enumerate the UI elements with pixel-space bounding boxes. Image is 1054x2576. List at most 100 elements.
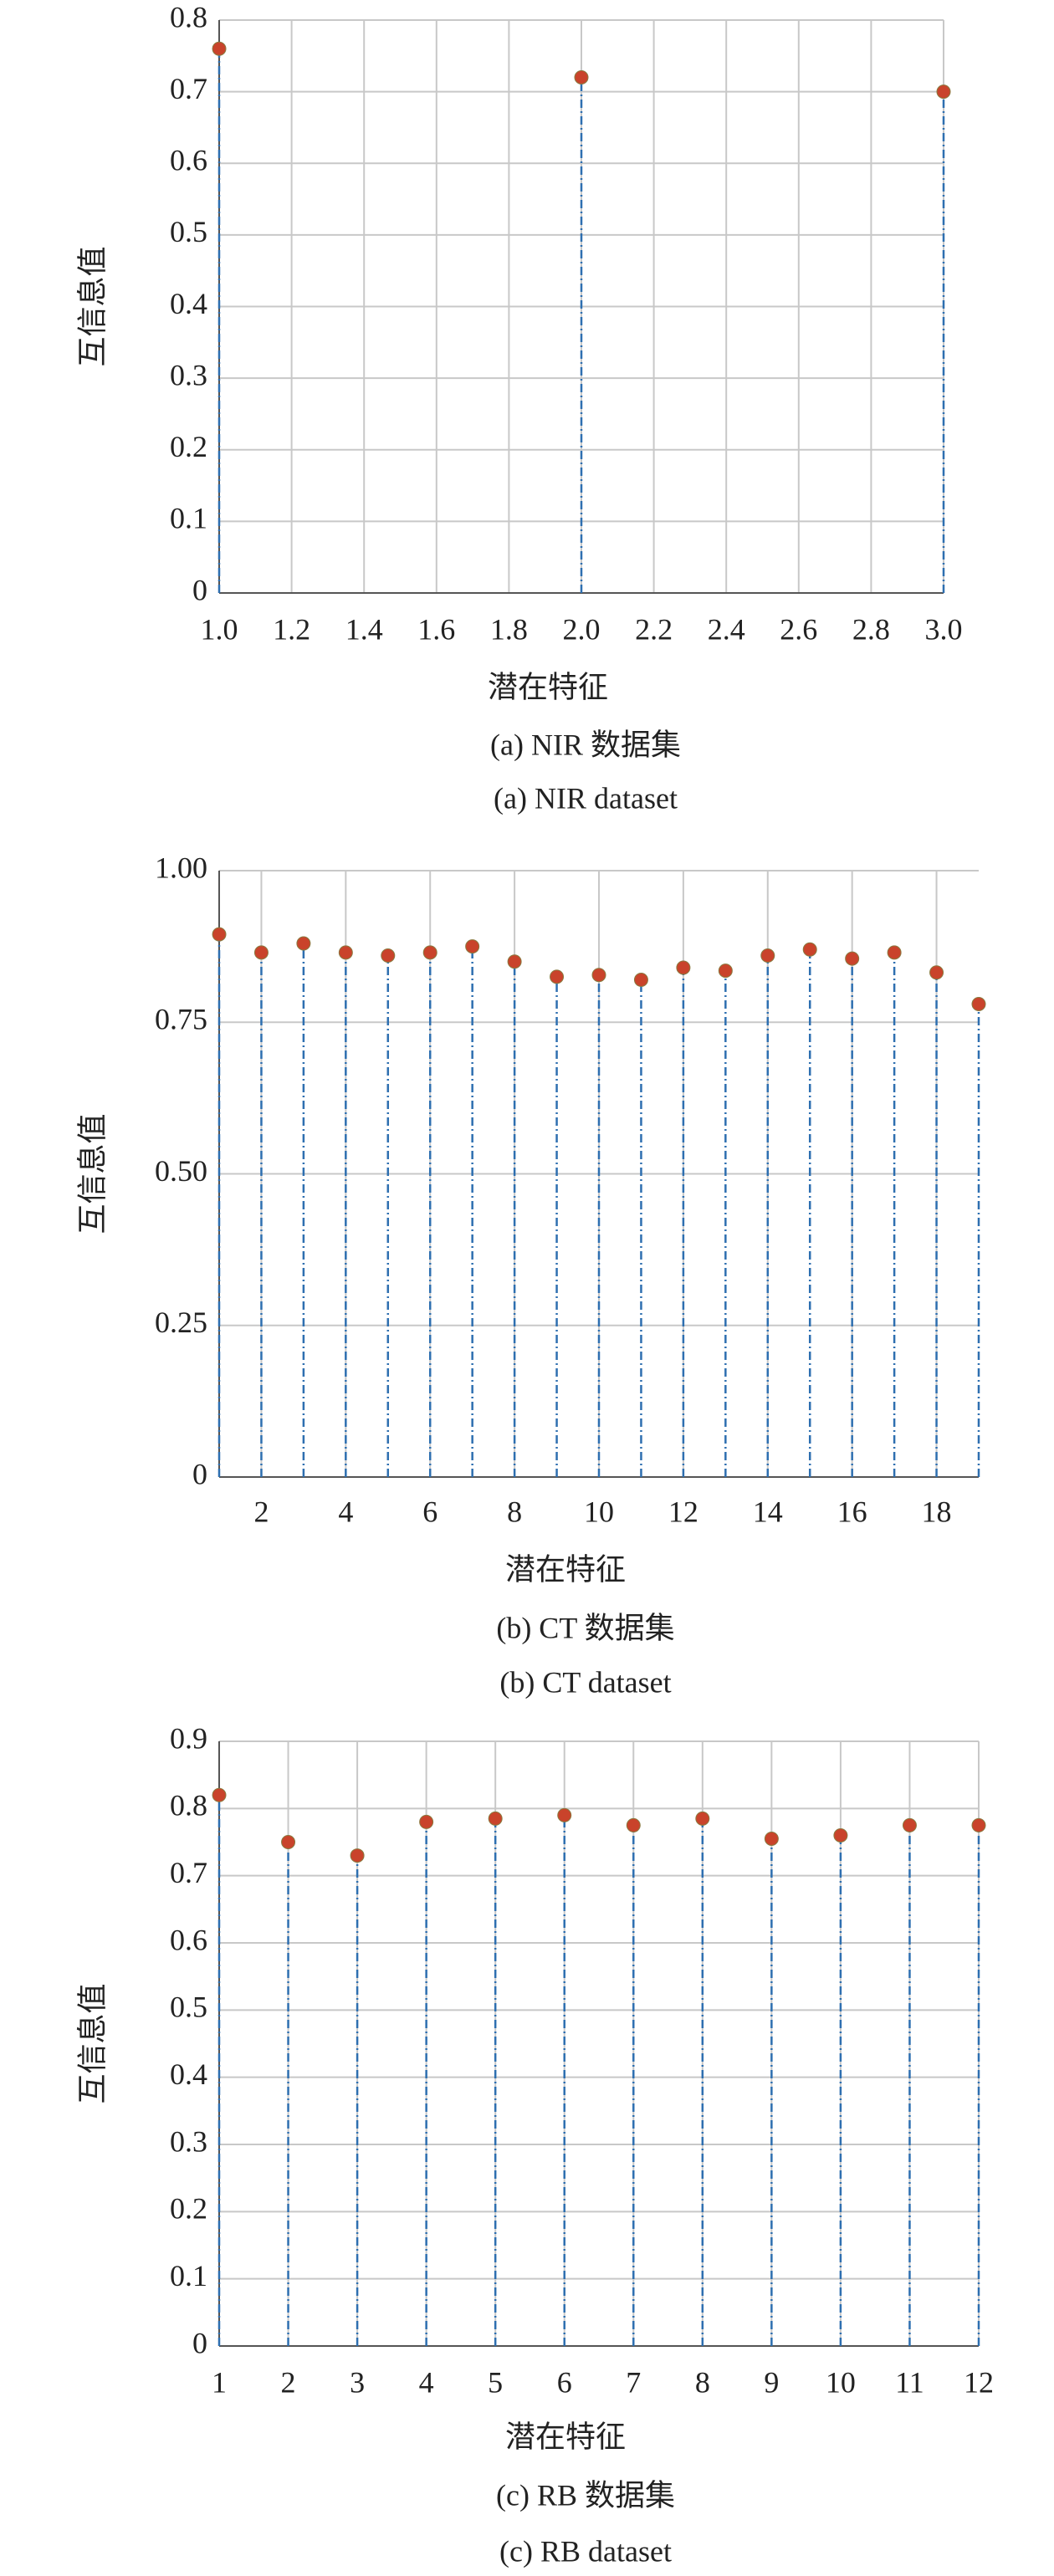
y-tick-label: 0.1 xyxy=(170,502,207,535)
y-tick-label: 0.2 xyxy=(170,2192,207,2226)
y-tick-label: 0.25 xyxy=(155,1306,207,1339)
y-tick-label: 0 xyxy=(192,573,207,606)
x-tick-label: 12 xyxy=(668,1495,698,1528)
point xyxy=(929,965,944,980)
x-tick-label: 4 xyxy=(338,1495,353,1528)
point xyxy=(718,963,733,979)
point xyxy=(845,951,860,966)
y-tick-label: 0.7 xyxy=(170,72,207,105)
x-tick-label: 9 xyxy=(764,2365,779,2399)
y-tick-label: 0.6 xyxy=(170,1923,207,1956)
point xyxy=(676,960,691,975)
y-tick-label: 0.75 xyxy=(155,1003,207,1036)
x-tick-label: 1.4 xyxy=(345,612,383,646)
point xyxy=(507,954,522,969)
x-axis-label: 潜在特征 xyxy=(488,670,608,703)
point xyxy=(212,927,227,942)
point xyxy=(760,948,775,963)
y-tick-label: 0.5 xyxy=(170,1991,207,2024)
y-tick-label: 0.8 xyxy=(170,0,207,33)
point xyxy=(626,1817,641,1832)
x-tick-label: 1.8 xyxy=(490,612,528,646)
point xyxy=(338,945,353,960)
x-axis-label: 潜在特征 xyxy=(505,1552,626,1586)
x-tick-label: 14 xyxy=(753,1495,783,1528)
point xyxy=(764,1831,779,1846)
x-axis-label: 潜在特征 xyxy=(505,2420,626,2453)
x-tick-label: 11 xyxy=(895,2365,924,2399)
point xyxy=(695,1811,710,1826)
x-tick-label: 7 xyxy=(626,2365,641,2399)
point xyxy=(419,1814,434,1829)
point xyxy=(574,70,589,84)
y-tick-label: 0.3 xyxy=(170,358,207,391)
y-tick-label: 0.6 xyxy=(170,144,207,177)
x-tick-label: 2 xyxy=(281,2365,296,2399)
point xyxy=(281,1835,296,1849)
caption: (a) NIR 数据集 xyxy=(490,728,681,761)
point xyxy=(550,969,565,984)
x-tick-label: 6 xyxy=(422,1495,437,1528)
point xyxy=(936,84,951,100)
point xyxy=(212,1787,227,1802)
x-tick-label: 4 xyxy=(419,2365,434,2399)
x-tick-label: 1.2 xyxy=(273,612,310,646)
caption: (a) NIR dataset xyxy=(494,781,678,815)
point xyxy=(902,1817,917,1832)
x-tick-label: 18 xyxy=(922,1495,952,1528)
point xyxy=(381,948,396,963)
y-tick-label: 0.7 xyxy=(170,1856,207,1889)
y-tick-label: 0.4 xyxy=(170,2057,207,2091)
point xyxy=(591,968,606,983)
y-axis-label: 互信息值 xyxy=(75,246,109,366)
point xyxy=(488,1811,503,1826)
point xyxy=(253,945,269,960)
x-tick-label: 10 xyxy=(826,2365,856,2399)
y-tick-label: 0.9 xyxy=(170,1721,207,1755)
y-tick-label: 0 xyxy=(192,1457,207,1490)
point xyxy=(422,945,437,960)
y-tick-label: 0.5 xyxy=(170,215,207,248)
x-tick-label: 2.8 xyxy=(852,612,890,646)
point xyxy=(465,939,480,954)
x-tick-label: 2.4 xyxy=(708,612,745,646)
x-tick-label: 3 xyxy=(350,2365,365,2399)
x-tick-label: 10 xyxy=(584,1495,614,1528)
caption: (b) CT 数据集 xyxy=(496,1611,674,1644)
x-tick-label: 8 xyxy=(695,2365,710,2399)
y-axis-label: 互信息值 xyxy=(75,1113,109,1234)
y-tick-label: 0.4 xyxy=(170,287,207,320)
y-tick-label: 0 xyxy=(192,2326,207,2359)
x-tick-label: 1.6 xyxy=(417,612,455,646)
y-tick-label: 0.8 xyxy=(170,1789,207,1822)
x-tick-label: 1.0 xyxy=(201,612,238,646)
x-tick-label: 2.2 xyxy=(635,612,673,646)
x-tick-label: 3.0 xyxy=(925,612,963,646)
point xyxy=(296,936,311,951)
y-axis-label: 互信息值 xyxy=(75,1983,109,2103)
x-tick-label: 1 xyxy=(212,2365,227,2399)
point xyxy=(887,945,902,960)
point xyxy=(212,41,227,56)
y-tick-label: 0.1 xyxy=(170,2259,207,2292)
point xyxy=(833,1827,848,1843)
y-tick-label: 0.50 xyxy=(155,1154,207,1188)
caption: (c) RB dataset xyxy=(499,2534,672,2568)
point xyxy=(633,973,648,987)
caption: (b) CT dataset xyxy=(499,1665,671,1699)
y-tick-label: 1.00 xyxy=(155,851,207,884)
point xyxy=(971,1817,986,1832)
point xyxy=(802,942,817,957)
point xyxy=(350,1848,365,1863)
x-tick-label: 8 xyxy=(507,1495,522,1528)
x-tick-label: 2.6 xyxy=(780,612,817,646)
point xyxy=(557,1807,572,1822)
x-tick-label: 12 xyxy=(964,2365,994,2399)
x-tick-label: 5 xyxy=(488,2365,503,2399)
x-tick-label: 6 xyxy=(557,2365,572,2399)
x-tick-label: 2 xyxy=(253,1495,269,1528)
caption: (c) RB 数据集 xyxy=(496,2478,675,2512)
x-tick-label: 2.0 xyxy=(563,612,601,646)
y-tick-label: 0.3 xyxy=(170,2124,207,2158)
